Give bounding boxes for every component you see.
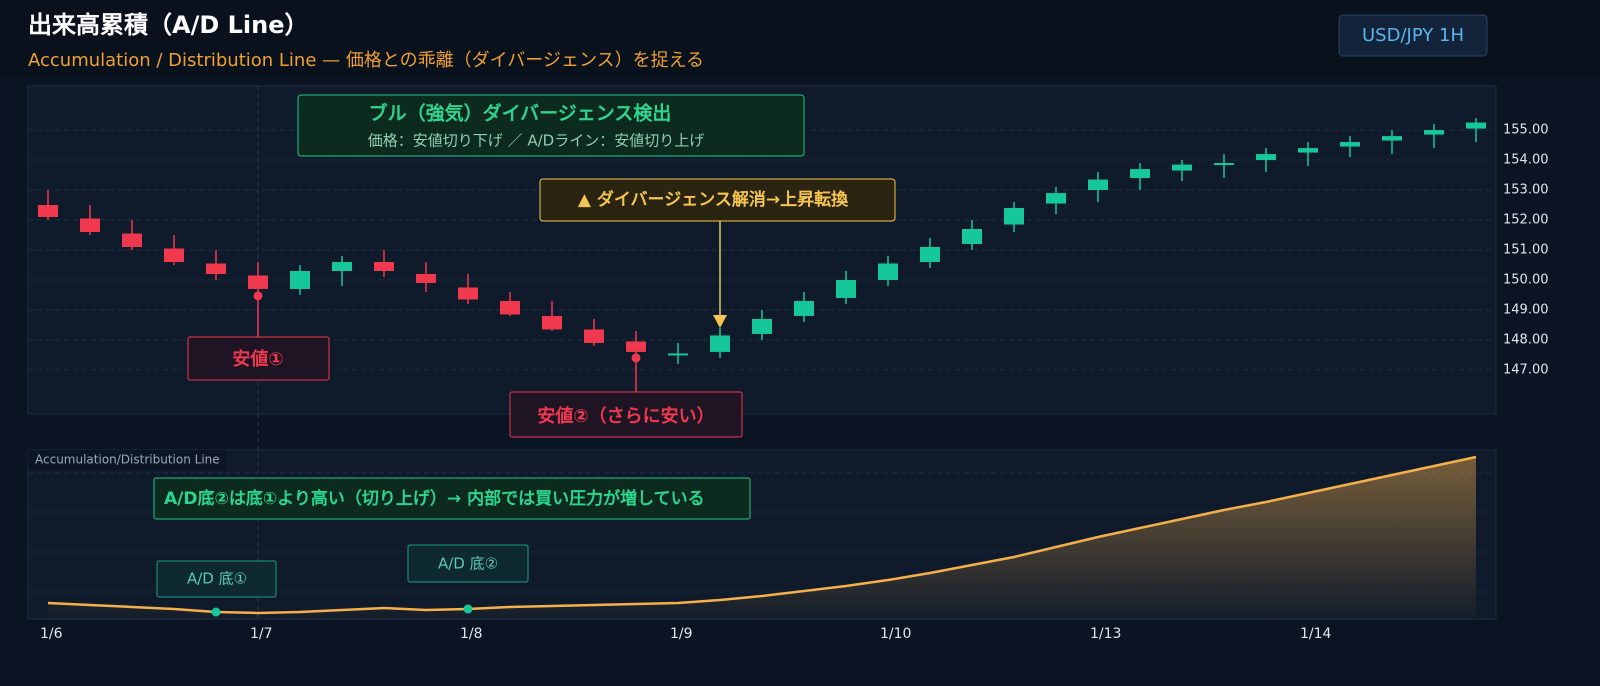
x-tick-label: 1/7 bbox=[250, 626, 273, 642]
subtitle: Accumulation / Distribution Line — 価格との乖… bbox=[28, 50, 704, 71]
y-tick-label: 154.00 bbox=[1503, 153, 1549, 168]
candle-body bbox=[710, 335, 730, 352]
y-tick-label: 147.00 bbox=[1503, 362, 1549, 377]
y-tick-label: 149.00 bbox=[1503, 302, 1549, 317]
candle-body bbox=[1298, 148, 1318, 153]
x-tick-label: 1/13 bbox=[1090, 626, 1121, 642]
annotation-box bbox=[156, 560, 277, 598]
ad-line bbox=[47, 455, 1477, 615]
candle-body bbox=[332, 261, 352, 271]
x-tick-label: 1/6 bbox=[40, 626, 63, 642]
candle-body bbox=[878, 263, 898, 280]
candle-body bbox=[1046, 193, 1066, 204]
candle-body bbox=[1130, 169, 1150, 179]
y-tick-label: 151.00 bbox=[1503, 243, 1549, 258]
title: 出来高累積（A/D Line） bbox=[28, 11, 309, 39]
candle-body bbox=[920, 247, 940, 262]
low-marker bbox=[631, 353, 641, 363]
ad-bottom-marker bbox=[463, 604, 473, 614]
ad-area bbox=[48, 457, 1476, 619]
ad-bottom-marker bbox=[211, 607, 221, 617]
candle-body bbox=[1340, 142, 1360, 147]
ad-title: Accumulation/Distribution Line bbox=[35, 453, 220, 467]
candle-body bbox=[1466, 122, 1486, 129]
candle-body bbox=[500, 300, 520, 315]
candle-body bbox=[752, 318, 772, 334]
candle-body bbox=[290, 270, 310, 289]
candle-body bbox=[80, 218, 100, 233]
candle-body bbox=[962, 229, 982, 245]
annotation-box bbox=[407, 544, 529, 583]
candle-body bbox=[458, 287, 478, 300]
annotation-text: A/D 底① bbox=[187, 570, 247, 588]
candle-body bbox=[836, 279, 856, 298]
candle-body bbox=[1004, 208, 1024, 225]
candle-body bbox=[1382, 136, 1402, 141]
candle-body bbox=[542, 315, 562, 330]
annotation-text: 価格：安値切り下げ ／ A/Dライン：安値切り上げ bbox=[368, 132, 704, 150]
candle-body bbox=[38, 205, 58, 218]
y-tick-label: 152.00 bbox=[1503, 213, 1549, 228]
annotation-text: ▲ ダイバージェンス解消→上昇転換 bbox=[578, 189, 849, 210]
annotation-box bbox=[187, 336, 330, 381]
candle-body bbox=[1088, 179, 1108, 191]
annotation-text: A/D 底② bbox=[438, 555, 498, 573]
x-tick-label: 1/9 bbox=[670, 626, 693, 642]
annotation-title: ブル（強気）ダイバージェンス検出 bbox=[369, 102, 672, 125]
annotation-box bbox=[297, 94, 805, 157]
annotation-box bbox=[539, 178, 896, 222]
candle-body bbox=[248, 275, 268, 289]
x-tick-label: 1/8 bbox=[460, 626, 483, 642]
candle-body bbox=[1172, 164, 1192, 171]
candle-body bbox=[584, 329, 604, 343]
annotation-text: 安値②（さらに安い） bbox=[537, 405, 714, 427]
candle-body bbox=[164, 248, 184, 262]
candle-body bbox=[122, 233, 142, 248]
low-marker bbox=[253, 291, 263, 301]
annotation-box bbox=[509, 391, 743, 438]
candle-body bbox=[1424, 130, 1444, 135]
y-tick-label: 155.00 bbox=[1503, 123, 1549, 138]
candle-body bbox=[1214, 163, 1234, 166]
symbol-badge bbox=[1338, 14, 1488, 57]
candle-body bbox=[416, 273, 436, 283]
candle-body bbox=[206, 263, 226, 274]
annotation-text: A/D底②は底①より高い（切り上げ）→ 内部では買い圧力が増している bbox=[164, 488, 705, 509]
header-bar bbox=[0, 0, 1600, 78]
ad-label-bg bbox=[28, 450, 226, 470]
candle-body bbox=[1256, 154, 1276, 161]
y-tick-label: 148.00 bbox=[1503, 332, 1549, 347]
candle-body bbox=[668, 353, 688, 356]
symbol: USD/JPY 1H bbox=[1362, 25, 1464, 46]
annotation-text: 安値① bbox=[232, 348, 283, 370]
y-tick-label: 153.00 bbox=[1503, 183, 1549, 198]
arrow-head bbox=[713, 315, 727, 328]
candle-body bbox=[626, 341, 646, 352]
y-tick-label: 150.00 bbox=[1503, 272, 1549, 287]
candle-body bbox=[794, 300, 814, 316]
x-tick-label: 1/14 bbox=[1300, 626, 1332, 642]
candle-body bbox=[374, 261, 394, 271]
annotation-box bbox=[153, 477, 751, 520]
x-tick-label: 1/10 bbox=[880, 626, 911, 642]
